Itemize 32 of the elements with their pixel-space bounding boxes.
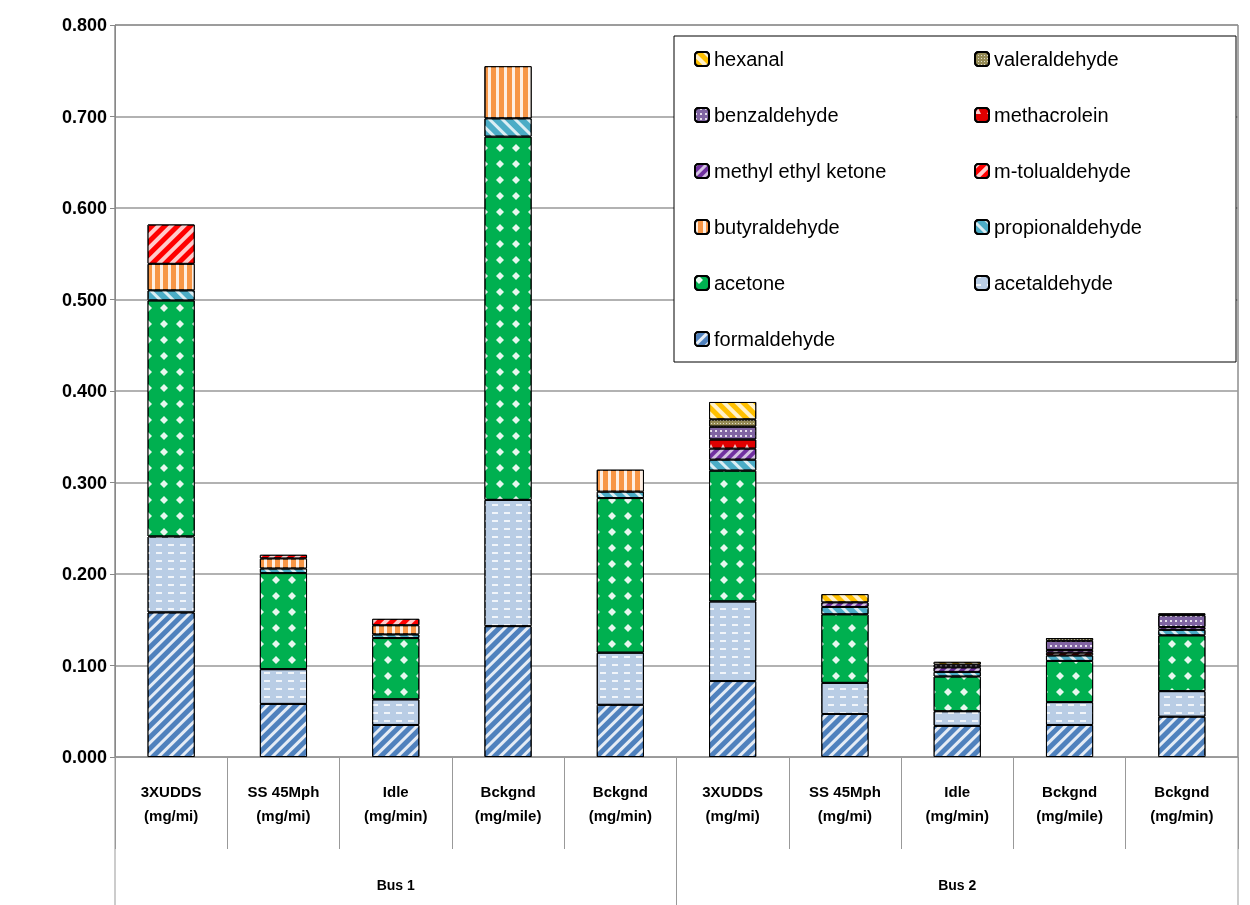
legend-label: formaldehyde [714,328,836,350]
legend-label: methacrolein [994,104,1109,126]
y-tick-label: 0.200 [61,564,107,584]
legend-label: butyraldehyde [714,216,840,238]
text: Bus 2 [938,877,977,893]
y-tick-label: 0.800 [61,15,107,35]
x-tick-label: Idle (mg/min) [364,782,428,824]
y-tick-label: 0.500 [61,289,107,310]
legend-label: valeraldehyde [994,48,1119,70]
legend-label: propionaldehyde [994,216,1142,238]
x-tick-label: Idle (mg/min) [925,782,989,824]
y-tick-label: 0.300 [61,472,107,493]
legend-label: hexanal [714,48,785,70]
x-tick-label: 3XUDDS (mg/mi) [702,782,764,824]
text: Bus 1 [376,877,416,893]
legend-label: acetone [714,272,786,294]
x-tick-label: Bckgnd (mg/mile) [474,782,542,824]
legend-label: m-tolualdehyde [994,160,1131,182]
x-tick-label: SS 45Mph (mg/mi) [809,782,881,824]
y-tick-label: 0.400 [61,381,107,401]
y-tick-label: 0.000 [61,747,107,767]
y-tick-label: 0.700 [61,106,107,127]
x-tick-label: 3XUDDS (mg/mi) [140,782,202,824]
y-tick-label: 0.100 [61,655,107,676]
legend-label: acetaldehyde [994,272,1113,294]
x-tick-label: Bckgnd (mg/min) [588,782,653,824]
x-tick-label: Bckgnd (mg/min) [1150,782,1214,824]
legend-label: methyl ethyl ketone [714,160,887,182]
x-tick-label: Bckgnd (mg/mile) [1036,782,1103,824]
y-tick-label: 0.600 [61,198,107,218]
legend-label: benzaldehyde [714,104,839,126]
x-tick-label: SS 45Mph (mg/mi) [247,782,320,824]
